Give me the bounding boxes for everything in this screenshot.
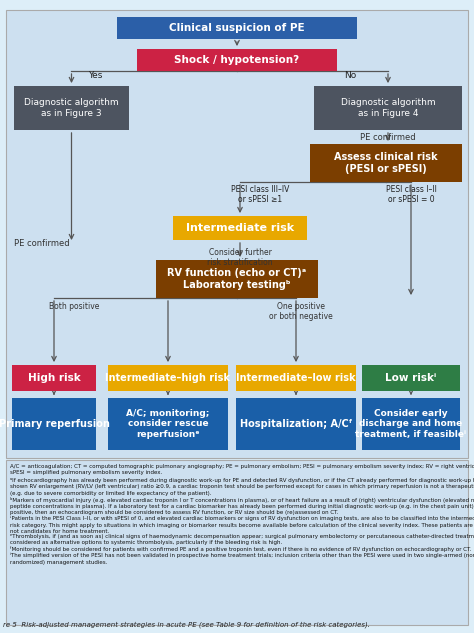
Text: Intermediate–low risk: Intermediate–low risk [236, 373, 356, 383]
FancyBboxPatch shape [236, 398, 356, 450]
Text: Both positive: Both positive [49, 302, 99, 311]
Text: ᵇMarkers of myocardial injury (e.g. elevated cardiac troponin I or T concentrati: ᵇMarkers of myocardial injury (e.g. elev… [10, 497, 474, 515]
Text: PE confirmed: PE confirmed [360, 134, 416, 142]
Text: ᶠMonitoring should be considered for patients with confirmed PE and a positive t: ᶠMonitoring should be considered for pat… [10, 546, 471, 552]
Text: Primary reperfusion: Primary reperfusion [0, 419, 109, 429]
Text: re 5  Risk-adjusted management strategies in acute PE (see Table 9 for definitio: re 5 Risk-adjusted management strategies… [3, 622, 370, 628]
FancyBboxPatch shape [173, 216, 307, 240]
Text: RV function (echo or CT)ᵃ
Laboratory testingᵇ: RV function (echo or CT)ᵃ Laboratory tes… [167, 268, 307, 290]
Text: PESI class III–IV
or sPESI ≥1: PESI class III–IV or sPESI ≥1 [231, 185, 289, 204]
FancyBboxPatch shape [12, 398, 96, 450]
Text: Diagnostic algorithm
as in Figure 4: Diagnostic algorithm as in Figure 4 [341, 98, 435, 118]
Text: PESI class I–II
or sPESI = 0: PESI class I–II or sPESI = 0 [385, 185, 437, 204]
Text: Low riskⁱ: Low riskⁱ [385, 373, 437, 383]
FancyBboxPatch shape [117, 17, 357, 39]
Text: Consider early
discharge and home
treatment, if feasibleⁱ: Consider early discharge and home treatm… [356, 409, 466, 439]
Text: Intermediate–high risk: Intermediate–high risk [106, 373, 230, 383]
FancyBboxPatch shape [137, 49, 337, 71]
Text: Hospitalization; A/Cᶠ: Hospitalization; A/Cᶠ [240, 419, 352, 429]
Text: ᵃIf echocardiography has already been performed during diagnostic work-up for PE: ᵃIf echocardiography has already been pe… [10, 478, 474, 496]
Text: PE confirmed: PE confirmed [14, 239, 70, 248]
Text: No: No [344, 72, 356, 80]
Text: A/C = anticoagulation; CT = computed tomographic pulmonary angiography; PE = pul: A/C = anticoagulation; CT = computed tom… [10, 464, 474, 475]
Text: Clinical suspicion of PE: Clinical suspicion of PE [169, 23, 305, 33]
Text: Assess clinical risk
(PESI or sPESI): Assess clinical risk (PESI or sPESI) [334, 152, 438, 174]
FancyBboxPatch shape [156, 260, 318, 298]
FancyBboxPatch shape [12, 365, 96, 391]
FancyBboxPatch shape [362, 398, 460, 450]
FancyBboxPatch shape [314, 86, 462, 130]
FancyBboxPatch shape [108, 365, 228, 391]
Text: ⁱThe simplified version of the PESI has not been validated in prospective home t: ⁱThe simplified version of the PESI has … [10, 553, 474, 565]
FancyBboxPatch shape [6, 10, 468, 458]
Text: High risk: High risk [27, 373, 81, 383]
Text: Consider further
risk stratification: Consider further risk stratification [207, 248, 273, 267]
Text: A/C; monitoring;
consider rescue
reperfusionᵉ: A/C; monitoring; consider rescue reperfu… [126, 409, 210, 439]
FancyBboxPatch shape [236, 365, 356, 391]
FancyBboxPatch shape [362, 365, 460, 391]
Text: One positive
or both negative: One positive or both negative [269, 302, 333, 322]
Text: Shock / hypotension?: Shock / hypotension? [174, 55, 300, 65]
Text: Diagnostic algorithm
as in Figure 3: Diagnostic algorithm as in Figure 3 [24, 98, 119, 118]
Text: Intermediate risk: Intermediate risk [186, 223, 294, 233]
Text: ᶤPatients in the PESI Class I–II, or with sPESI of 0, and elevated cardiac bioma: ᶤPatients in the PESI Class I–II, or wit… [10, 515, 474, 534]
Text: Yes: Yes [88, 72, 102, 80]
FancyBboxPatch shape [310, 144, 462, 182]
FancyBboxPatch shape [108, 398, 228, 450]
FancyBboxPatch shape [6, 460, 468, 625]
Text: ᵉThrombolysis, if (and as soon as) clinical signs of haemodynamic decompensation: ᵉThrombolysis, if (and as soon as) clini… [10, 534, 474, 545]
FancyBboxPatch shape [14, 86, 129, 130]
